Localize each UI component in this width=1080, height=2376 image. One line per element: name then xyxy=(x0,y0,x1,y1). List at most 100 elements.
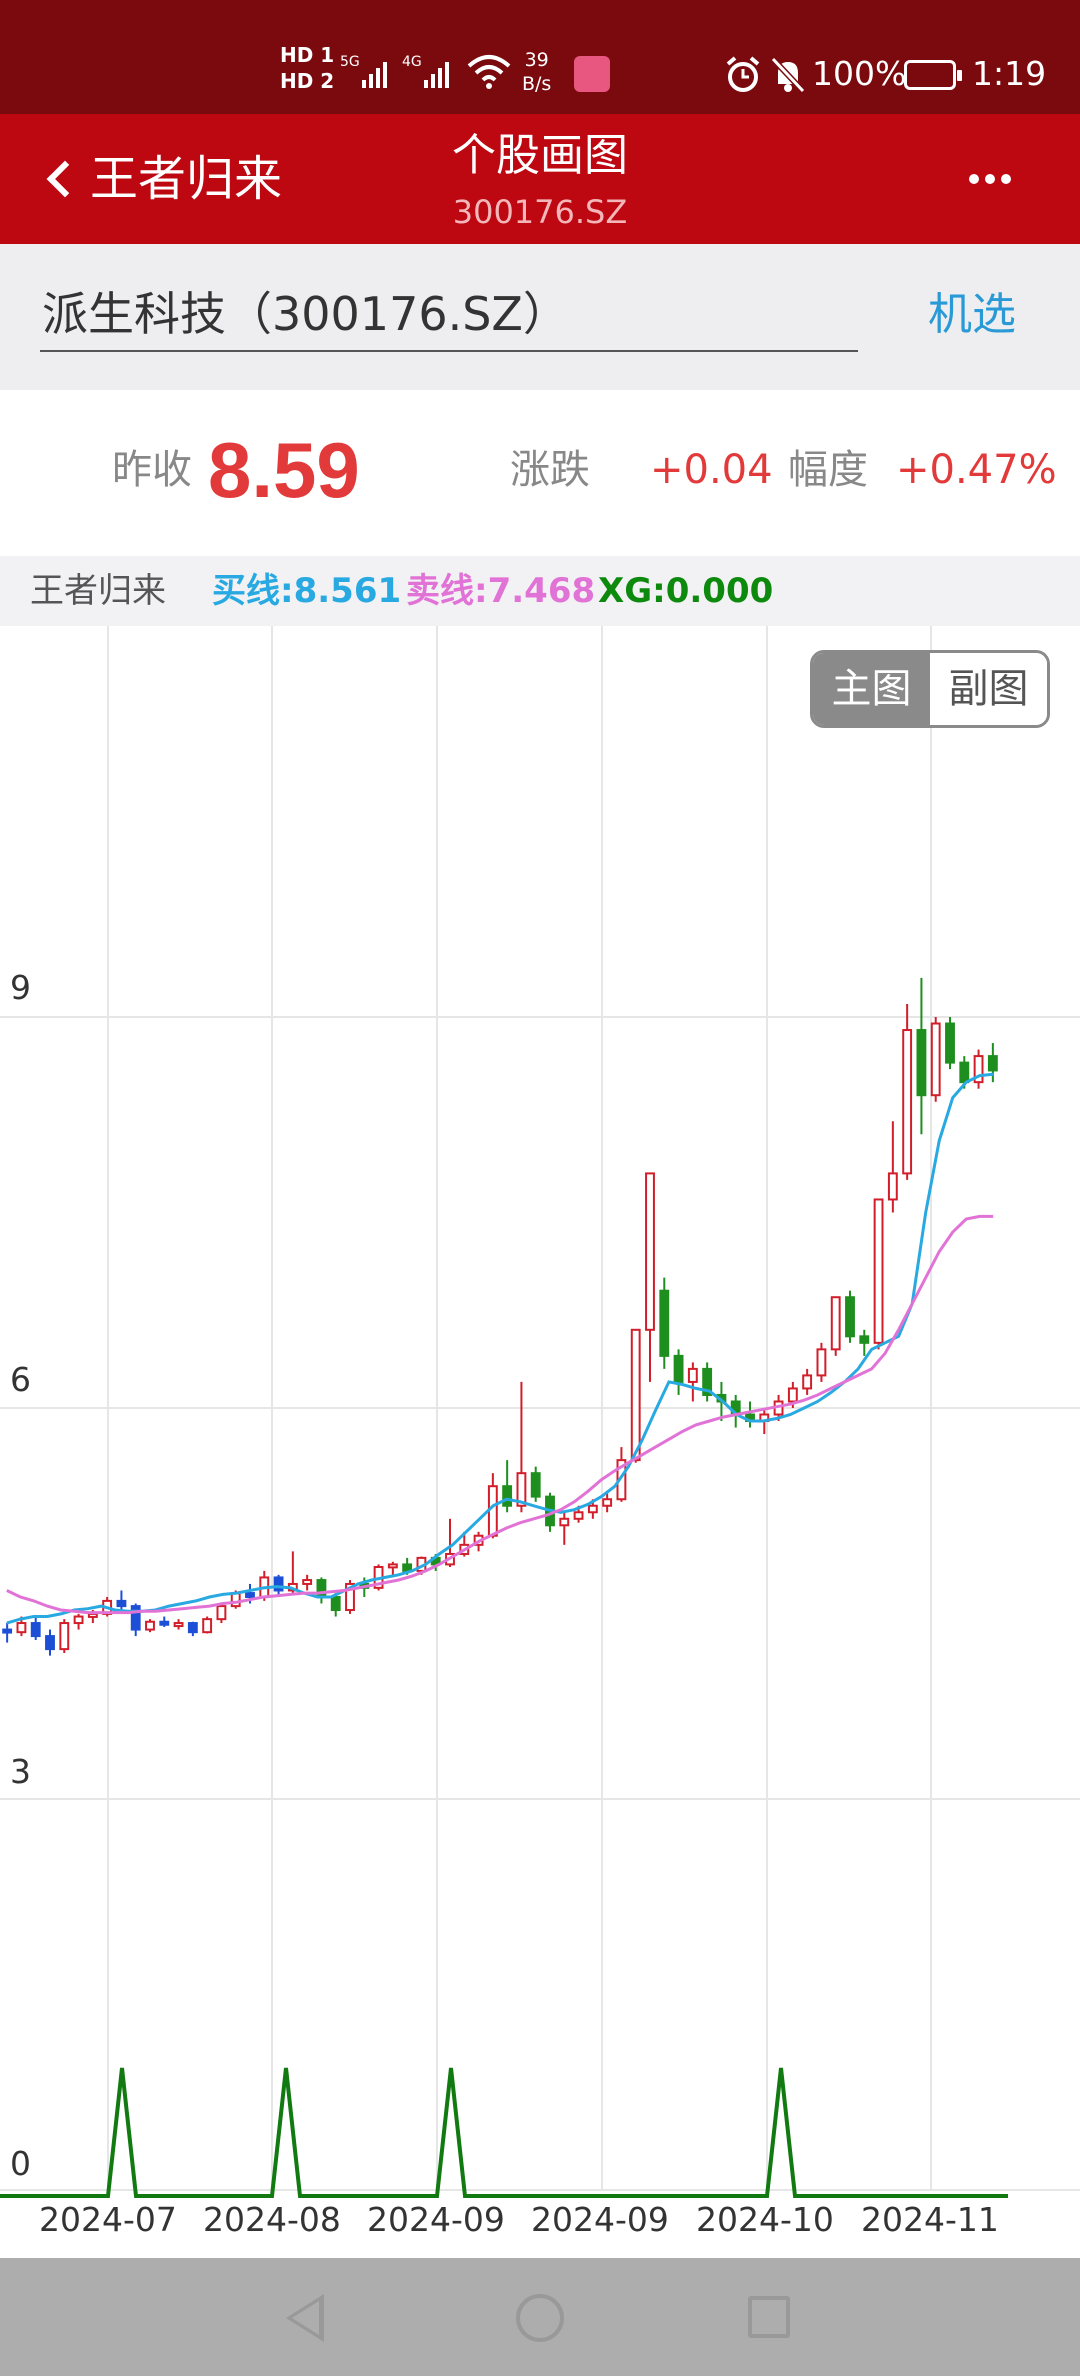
candle-body xyxy=(345,1582,355,1612)
hd-indicator: HD 1 HD 2 xyxy=(280,43,335,93)
candle-body xyxy=(59,1622,70,1651)
x-tick-label: 2024-09 xyxy=(531,2200,669,2239)
candle-body xyxy=(45,1635,55,1651)
buy-line-value: 买线:8.561 xyxy=(212,571,402,611)
candle-body xyxy=(2,1628,13,1634)
indicator-name: 王者归来 xyxy=(30,571,166,611)
candle-body xyxy=(873,1198,884,1344)
change-pct-value: +0.47% xyxy=(896,447,1057,493)
y-tick-label: 3 xyxy=(10,1752,31,1791)
y-tick-label: 0 xyxy=(10,2144,31,2183)
candle-body xyxy=(145,1620,155,1631)
nav-recents-icon[interactable] xyxy=(748,2296,790,2338)
candle-body xyxy=(787,1387,798,1403)
candle-body xyxy=(673,1354,684,1383)
wifi-icon xyxy=(467,55,511,89)
candle-body xyxy=(930,1022,941,1097)
mute-bell-icon xyxy=(770,56,806,94)
chart-canvas[interactable] xyxy=(0,626,1080,2258)
candle-body xyxy=(87,1612,98,1618)
candle-body xyxy=(845,1296,855,1338)
candle-body xyxy=(616,1459,627,1501)
candle-body xyxy=(159,1620,170,1626)
candle-body xyxy=(645,1172,655,1331)
tab-sub-chart[interactable]: 副图 xyxy=(930,653,1047,725)
status-bar: HD 1 HD 2 5G 4G 39 B/s 100% 1:19 xyxy=(0,0,1080,114)
candle-body xyxy=(630,1328,641,1462)
candle-body xyxy=(402,1563,413,1572)
candle-body xyxy=(973,1055,984,1084)
x-tick-label: 2024-11 xyxy=(861,2200,999,2239)
app-notification-icon xyxy=(574,56,610,92)
candle-body xyxy=(216,1605,227,1621)
back-button[interactable]: 王者归来 xyxy=(40,144,282,214)
candle-body xyxy=(687,1367,698,1383)
stock-chart[interactable]: 主图 副图 9 6 3 0 2024-07 2024-08 2024-09 20… xyxy=(0,626,1080,2258)
chart-mode-toggle[interactable]: 主图 副图 xyxy=(810,650,1050,728)
alarm-icon xyxy=(726,56,760,92)
candle-body xyxy=(959,1061,970,1084)
candle-body xyxy=(202,1618,213,1634)
candle-body xyxy=(116,1599,127,1608)
page-title: 个股画图 xyxy=(452,130,628,181)
candle-body xyxy=(602,1498,613,1507)
candle-body xyxy=(587,1504,598,1514)
candle-body xyxy=(830,1296,841,1351)
dot xyxy=(1001,174,1011,184)
candle-body xyxy=(273,1576,284,1592)
candle-body xyxy=(30,1622,41,1638)
candle-body xyxy=(802,1374,813,1390)
net-speed: 39 B/s xyxy=(522,49,552,95)
nav-back-icon[interactable] xyxy=(286,2294,324,2342)
candle-body xyxy=(16,1622,27,1634)
svg-text:5G: 5G xyxy=(340,54,360,70)
indicator-legend: 王者归来 买线:8.561 卖线:7.468 XG:0.000 xyxy=(0,556,1080,626)
candle-body xyxy=(302,1579,313,1585)
candle-body xyxy=(516,1472,527,1507)
candle-body xyxy=(559,1517,570,1527)
page-subtitle: 300176.SZ xyxy=(452,193,628,231)
candle-body xyxy=(502,1485,513,1507)
candle-body xyxy=(902,1029,913,1175)
x-tick-label: 2024-09 xyxy=(367,2200,505,2239)
prev-close-value: 8.59 xyxy=(208,426,360,514)
candle-body xyxy=(887,1172,898,1201)
x-tick-label: 2024-07 xyxy=(39,2200,177,2239)
clock: 1:19 xyxy=(972,54,1047,93)
signal-5g-icon: 5G xyxy=(340,54,387,88)
battery-percent: 100% xyxy=(812,54,907,93)
tab-main-chart[interactable]: 主图 xyxy=(813,653,930,725)
candle-body xyxy=(130,1605,141,1631)
candle-body xyxy=(859,1335,870,1344)
candle-body xyxy=(659,1289,670,1357)
back-label: 王者归来 xyxy=(90,151,283,207)
candle-body xyxy=(387,1563,398,1569)
candle-body xyxy=(816,1348,827,1377)
candle-body xyxy=(245,1592,255,1598)
nav-home-icon[interactable] xyxy=(516,2294,564,2342)
candle-body xyxy=(230,1592,241,1608)
sell-line-value: 卖线:7.468 xyxy=(406,571,596,611)
candle-body xyxy=(187,1622,198,1634)
battery-charging-icon xyxy=(904,60,962,90)
candle-body xyxy=(702,1367,713,1396)
header-bar: 王者归来 个股画图 300176.SZ xyxy=(0,114,1080,244)
svg-text:4G: 4G xyxy=(402,54,422,70)
dot xyxy=(969,174,979,184)
candle-body xyxy=(916,1029,927,1097)
system-nav-bar xyxy=(0,2258,1080,2376)
candle-body xyxy=(945,1022,955,1064)
candle-body xyxy=(173,1622,184,1628)
stock-search-area: 派生科技（300176.SZ） 机选 xyxy=(0,244,1080,390)
change-pct-label: 幅度 xyxy=(788,447,868,493)
more-menu-button[interactable] xyxy=(960,154,1020,204)
candle-body xyxy=(530,1472,541,1498)
auto-select-button[interactable]: 机选 xyxy=(928,289,1016,340)
prev-close-label: 昨收 xyxy=(112,447,192,493)
quote-row: 昨收 8.59 涨跌 +0.04 幅度 +0.47% xyxy=(0,390,1080,556)
candle-body xyxy=(330,1595,341,1612)
stock-search-input[interactable]: 派生科技（300176.SZ） xyxy=(40,282,858,352)
candle-body xyxy=(487,1485,498,1537)
x-tick-label: 2024-10 xyxy=(696,2200,834,2239)
buy-line-series xyxy=(6,1072,994,1625)
